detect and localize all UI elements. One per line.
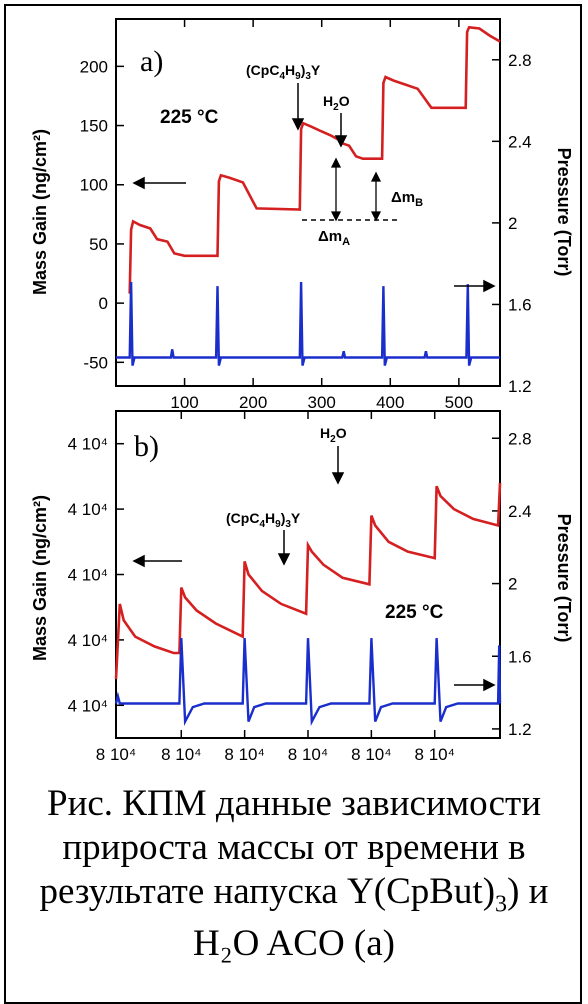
panel-a-water-arrow — [334, 113, 348, 148]
caption-line-3-suffix: ) и — [507, 871, 549, 912]
panel-b-pressure-line — [114, 638, 502, 727]
y-right-tick-label: 1.6 — [508, 647, 532, 666]
x-tick-label: 8 10⁴ — [96, 745, 136, 764]
x-tick-label: 300 — [308, 393, 336, 412]
y-left-tick-label: 4 10⁴ — [68, 500, 108, 519]
y-right-tick-label: 2.4 — [508, 502, 532, 521]
caption-line-3-sub: 3 — [495, 891, 508, 918]
panel-b-label: b) — [134, 430, 159, 463]
y-right-tick-label: 2.8 — [508, 51, 532, 70]
panel-b-left-axis-arrow — [132, 554, 182, 568]
y-left-tick-label: 4 10⁴ — [68, 435, 108, 454]
x-tick-label: 200 — [239, 393, 267, 412]
panel-a-precursor-label: (CpC4H9)3Y — [246, 62, 321, 82]
panel-b-x-ticks: 8 10⁴ 8 10⁴ 8 10⁴ 8 10⁴ 8 10⁴ 8 10⁴ — [96, 411, 455, 764]
panel-a-y-right-ticks: 1.2 1.6 2 2.4 2.8 — [492, 51, 532, 396]
y-right-tick-label: 2 — [508, 214, 517, 233]
y-right-tick-label: 2.4 — [508, 132, 532, 151]
x-tick-label: 500 — [445, 393, 473, 412]
panel-a-dm-a-arrow — [330, 157, 342, 222]
x-tick-label: 8 10⁴ — [161, 745, 201, 764]
y-left-tick-label: 100 — [80, 176, 108, 195]
y-left-tick-label: -50 — [83, 353, 108, 372]
caption-line-3-prefix: результате напуска Y(CpBut) — [39, 871, 496, 912]
panel-a-water-label: H2O — [323, 93, 350, 113]
y-right-tick-label: 1.2 — [508, 377, 532, 396]
panel-a-precursor-arrow — [291, 83, 305, 131]
panel-a-ylabel-right: Pressure (Torr) — [554, 148, 574, 277]
x-tick-label: 100 — [170, 393, 198, 412]
y-right-tick-label: 2 — [508, 575, 517, 594]
panel-a-dm-b-arrow — [370, 171, 382, 222]
panel-a-plot-frame — [115, 18, 501, 387]
y-right-tick-label: 1.2 — [508, 720, 532, 739]
x-tick-label: 8 10⁴ — [288, 745, 328, 764]
panel-b-water-arrow — [331, 446, 345, 485]
panel-b-ylabel-right: Pressure (Torr) — [554, 514, 574, 643]
caption-line-4: H₂O ACO (a) — [193, 923, 395, 965]
panel-b-mass-gain-line — [114, 482, 502, 680]
caption-line-2: прироста массы от времени в — [62, 827, 526, 868]
x-tick-label: 8 10⁴ — [351, 745, 391, 764]
panel-b-precursor-arrow — [277, 530, 291, 566]
panel-b-right-axis-arrow — [454, 678, 496, 692]
y-left-tick-label: 50 — [89, 235, 108, 254]
panel-a-label: a) — [140, 45, 163, 78]
panel-b-water-label: H2O — [320, 425, 347, 445]
y-right-tick-label: 2.8 — [508, 429, 532, 448]
y-left-tick-label: 4 10⁴ — [68, 566, 108, 585]
panel-b-ylabel-left: Mass Gain (ng/cm²) — [30, 495, 50, 661]
x-tick-label: 400 — [376, 393, 404, 412]
y-right-tick-label: 1.6 — [508, 295, 532, 314]
caption-line-1: Рис. КПМ данные зависимости — [47, 783, 541, 824]
panel-b-temperature: 225 °C — [385, 602, 444, 623]
panel-a-pressure-line — [116, 281, 500, 366]
y-left-tick-label: 200 — [80, 57, 108, 76]
panel-b-y-left-ticks: 4 10⁴ 4 10⁴ 4 10⁴ 4 10⁴ 4 10⁴ — [68, 435, 124, 715]
panel-a-ylabel-left: Mass Gain (ng/cm²) — [30, 129, 50, 295]
panel-a-dm-a-label: ΔmA — [318, 228, 350, 248]
panel-b-y-right-ticks: 1.2 1.6 2 2.4 2.8 — [492, 429, 532, 739]
y-left-tick-label: 4 10⁴ — [68, 631, 108, 650]
panel-a-mass-gain-line — [128, 25, 501, 294]
figure-caption: Рис. КПМ данные зависимости прироста мас… — [10, 782, 578, 966]
x-tick-label: 8 10⁴ — [224, 745, 264, 764]
x-tick-label: 8 10⁴ — [415, 745, 455, 764]
y-left-tick-label: 4 10⁴ — [68, 696, 108, 715]
y-left-tick-label: 0 — [99, 294, 108, 313]
panel-a-dm-b-label: ΔmB — [391, 189, 423, 209]
y-left-tick-label: 150 — [80, 117, 108, 136]
panel-a-temperature: 225 °C — [160, 107, 219, 128]
panel-a-y-left-ticks: -50 0 50 100 150 200 — [80, 57, 124, 372]
panel-a-x-ticks: 100 200 300 400 500 — [170, 19, 473, 412]
panel-b-precursor-label: (CpC4H9)3Y — [226, 510, 301, 530]
panel-a-left-axis-arrow — [132, 176, 186, 190]
panel-a-right-axis-arrow — [454, 279, 496, 293]
caption-line-3: результате напуска Y(CpBut)3) и — [10, 870, 578, 926]
